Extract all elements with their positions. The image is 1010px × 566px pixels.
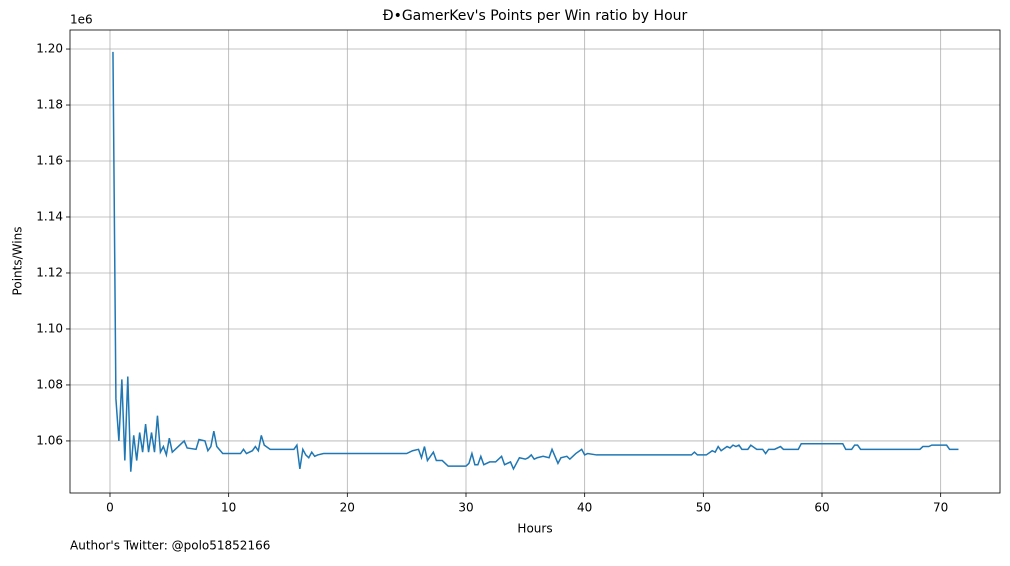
chart-title: Đ•GamerKev's Points per Win ratio by Hou… bbox=[383, 8, 688, 24]
x-tick-label: 30 bbox=[458, 501, 473, 515]
y-tick-label: 1.10 bbox=[36, 321, 63, 335]
y-tick-label: 1.18 bbox=[36, 98, 63, 112]
y-tick-label: 1.08 bbox=[36, 377, 63, 391]
x-tick-label: 0 bbox=[106, 501, 114, 515]
y-tick-label: 1.06 bbox=[36, 433, 63, 447]
x-axis-label: Hours bbox=[517, 522, 552, 536]
y-offset-label: 1e6 bbox=[70, 13, 93, 27]
x-tick-label: 50 bbox=[696, 501, 711, 515]
x-tick-label: 70 bbox=[933, 501, 948, 515]
x-tick-label: 20 bbox=[340, 501, 355, 515]
x-tick-label: 40 bbox=[577, 501, 592, 515]
x-tick-label: 10 bbox=[221, 501, 236, 515]
plot-frame bbox=[69, 29, 1001, 494]
line bbox=[112, 51, 959, 472]
y-tick-label: 1.16 bbox=[36, 154, 63, 168]
footer: Author's Twitter: @polo51852166 bbox=[70, 539, 270, 553]
y-tick-label: 1.20 bbox=[36, 42, 63, 56]
y-tick-label: 1.12 bbox=[36, 265, 63, 279]
x-tick-label: 60 bbox=[814, 501, 829, 515]
y-tick-label: 1.14 bbox=[36, 209, 63, 223]
y-axis-label: Points/Wins bbox=[11, 227, 25, 296]
